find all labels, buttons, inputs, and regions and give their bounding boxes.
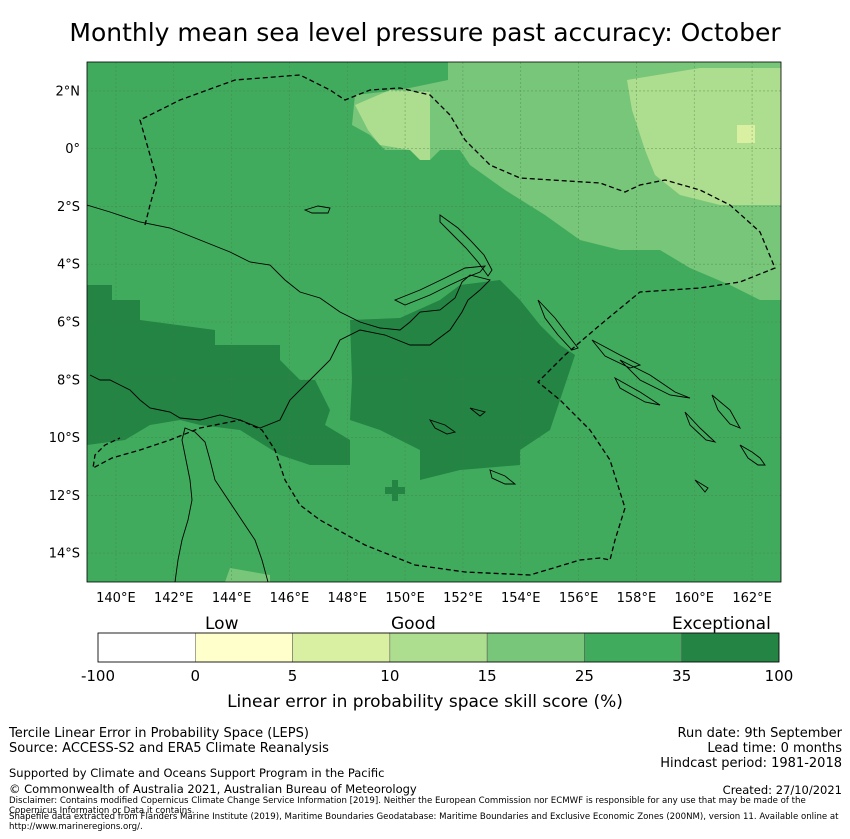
admiralty-islands [303,205,331,214]
colorbar-tick-label: 15 [477,667,497,685]
longitude-tick-label: 152°E [443,591,483,606]
colorbar-title: Linear error in probability space skill … [227,692,623,712]
colorbar-swatch [97,632,196,663]
skill-region-15-25-south [225,568,270,582]
longitude-tick-label: 148°E [327,591,367,606]
longitude-tick-label: 142°E [154,591,194,606]
footer-source: Source: ACCESS-S2 and ERA5 Climate Reana… [9,741,329,756]
colorbar-label-low: Low [205,614,239,634]
colorbar-tick-label: 35 [672,667,692,685]
latitude-tick-label: 2°S [57,200,80,215]
vanuatu-islands [694,444,766,493]
latitude-tick-label: 6°S [57,316,80,331]
longitude-tick-label: 146°E [270,591,310,606]
skill-region-25-35-patch [385,480,405,501]
skill-map: 140°E 142°E 144°E 146°E 148°E 150°E 152°E 154°E… [49,61,782,606]
colorbar-tick-label: 0 [190,667,201,685]
new-ireland-coast [439,214,493,277]
new-britain-coast [393,265,487,306]
latitude-tick-label: 2°N [56,84,81,99]
map-gridlines [87,62,781,582]
eez-boundary [92,74,776,576]
colorbar-frame [97,632,780,663]
skill-region-5-10 [737,125,755,143]
longitude-tick-label: 154°E [501,591,541,606]
colorbar-swatch [195,632,293,663]
colorbar [97,632,780,663]
latitude-tick-label: 10°S [49,431,80,446]
footer-copyright: © Commonwealth of Australia 2021, Austra… [9,782,417,796]
latitude-tick-label: 8°S [57,373,80,388]
longitude-tick-label: 144°E [212,591,252,606]
longitude-ticks: 140°E 142°E 144°E 146°E 148°E 150°E 152°E 154°E… [96,591,772,606]
solomon-islands-coast [591,339,742,443]
colorbar-tick-label: -100 [80,667,116,685]
colorbar-swatch [681,632,780,663]
skill-region-35-100-west [87,285,350,465]
longitude-tick-label: 160°E [674,591,714,606]
colorbar-tick-label: 100 [764,667,794,685]
footer-hindcast: Hindcast period: 1981-2018 [660,756,842,771]
footer-shapefile: Shapefile data extracted from Flanders M… [9,812,839,832]
latitude-tick-label: 0° [65,142,80,157]
colorbar-tick-label: 25 [574,667,594,685]
longitude-tick-label: 158°E [617,591,657,606]
latitude-ticks: 2°N 0° 2°S 4°S 6°S 8°S 10°S 12°S 14°S [49,84,80,561]
longitude-tick-label: 140°E [96,591,136,606]
longitude-tick-label: 150°E [385,591,425,606]
footer-support: Supported by Climate and Oceans Support … [9,766,385,780]
new-guinea-coast [87,204,491,429]
footer-method: Tercile Linear Error in Probability Spac… [9,726,309,741]
skill-region-35-100-central [350,280,575,480]
colorbar-label-good: Good [391,614,436,634]
colorbar-tick-label: 5 [287,667,298,685]
coastline [87,204,766,582]
australia-coast [174,427,269,582]
colorbar-swatch [584,632,682,663]
longitude-tick-label: 162°E [732,591,772,606]
latitude-tick-label: 14°S [49,547,80,562]
longitude-tick-label: 156°E [559,591,599,606]
footer-created: Created: 27/10/2021 [722,783,842,797]
png-eez-boundary [92,74,776,576]
latitude-tick-label: 4°S [57,258,80,273]
skill-region-10-15-north [355,90,430,160]
latitude-tick-label: 12°S [49,489,80,504]
colorbar-swatch [292,632,391,663]
bougainville-coast [537,299,579,351]
map-frame [86,61,782,583]
colorbar-swatch [389,632,488,663]
skill-region-10-15 [627,68,781,205]
footer-lead-time: Lead time: 0 months [707,741,842,756]
footer-disclaimer: Disclaimer: Contains modified Copernicus… [9,796,806,816]
louisiade-islands [428,407,517,485]
footer-run-date: Run date: 9th September [677,726,842,741]
colorbar-label-exceptional: Exceptional [672,614,771,634]
map-title: Monthly mean sea level pressure past acc… [69,18,781,47]
colorbar-swatch [486,632,585,663]
colorbar-tick-label: 10 [380,667,400,685]
